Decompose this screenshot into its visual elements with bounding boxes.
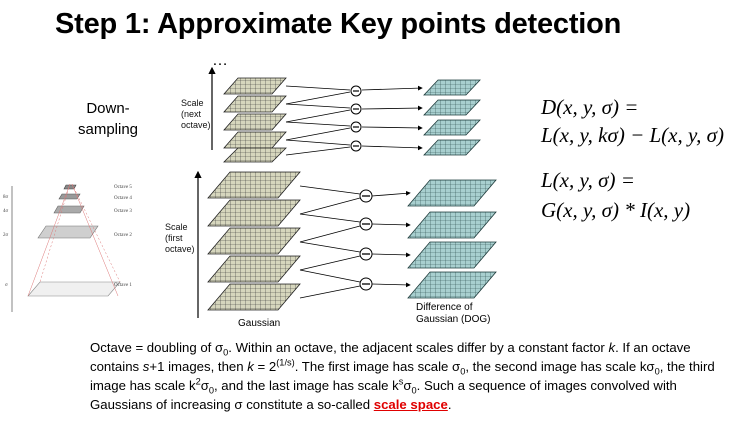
- svg-text:Octave 5: Octave 5: [114, 185, 132, 190]
- svg-text:Octave 3: Octave 3: [114, 209, 132, 214]
- svg-text:Octave 2: Octave 2: [114, 233, 132, 238]
- scale-space-link[interactable]: scale space: [373, 397, 448, 412]
- svg-text:2σ: 2σ: [3, 233, 9, 238]
- scale-next-line3: octave): [181, 120, 211, 130]
- page-title: Step 1: Approximate Key points detection: [55, 8, 622, 40]
- svg-text:Octave 4: Octave 4: [114, 196, 132, 201]
- svg-text:σ: σ: [5, 283, 8, 288]
- connectors-next: [285, 85, 423, 156]
- svg-text:8σ: 8σ: [3, 195, 9, 200]
- minus-nodes-next: [350, 85, 362, 152]
- pyramid-image: [11, 183, 121, 312]
- ellipsis-text: …: [212, 52, 229, 69]
- svg-text:Octave 1: Octave 1: [114, 283, 132, 288]
- caption-paragraph: Octave = doubling of σ0. Within an octav…: [90, 340, 715, 412]
- scale-next-line2: (next: [181, 109, 202, 119]
- equation-d-line2: L(x, y, kσ) − L(x, y, σ): [541, 123, 725, 147]
- scale-first-line1: Scale: [165, 222, 188, 232]
- gaussian-label: Gaussian: [238, 318, 281, 329]
- dog-label: Difference of Gaussian (DOG): [416, 302, 490, 326]
- equation-d-line1: D(x, y, σ) =: [541, 95, 639, 119]
- dog-stack-next: [423, 79, 481, 156]
- connectors-first: [299, 185, 411, 299]
- equation-l-line2: G(x, y, σ) * I(x, y): [541, 198, 691, 222]
- gaussian-stack-next: [223, 77, 287, 163]
- equation-l-line1: L(x, y, σ) =: [541, 168, 635, 192]
- scale-first-line2: (first: [165, 233, 183, 243]
- down-sampling-label: Down- sampling: [78, 98, 138, 140]
- dog-label-line2: Gaussian (DOG): [416, 314, 491, 325]
- pyramid-labels: Octave 5 Octave 4 Octave 3 Octave 2 Octa…: [3, 185, 132, 288]
- svg-text:4σ: 4σ: [3, 209, 9, 214]
- scale-first-line3: octave): [165, 244, 195, 254]
- down-sampling-line2: sampling: [78, 121, 139, 138]
- minus-nodes-first: [359, 189, 373, 291]
- scale-next-line1: Scale: [181, 98, 204, 108]
- dog-stack-first: [407, 179, 497, 299]
- scale-next-octave-label: Scale (next octave): [181, 98, 211, 131]
- dog-label-line1: Difference of: [416, 302, 473, 313]
- down-sampling-line1: Down-: [86, 100, 130, 117]
- scale-first-octave-label: Scale (first octave): [165, 222, 195, 255]
- gaussian-stack-first: [207, 171, 301, 311]
